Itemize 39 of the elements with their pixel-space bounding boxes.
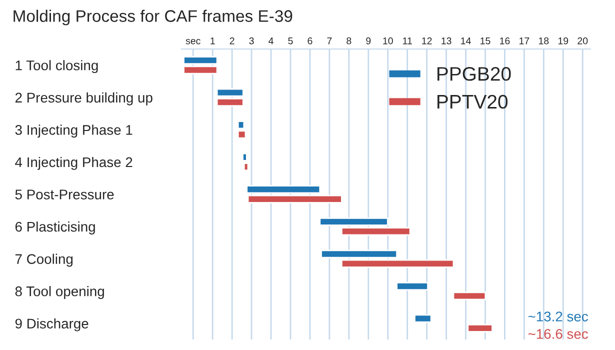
legend-label: PPGB20	[437, 67, 511, 81]
y-tick-label: 9 Discharge	[15, 318, 88, 332]
x-tick-label: 18	[538, 37, 549, 44]
x-tick-label: 9	[366, 37, 371, 44]
x-tick-label: 11	[403, 38, 412, 44]
x-tick-label: 16	[500, 37, 510, 44]
bar	[452, 292, 486, 300]
x-tick-label: 19	[558, 37, 568, 44]
x-tick-label: 5	[288, 38, 293, 44]
bar	[467, 324, 493, 332]
chart-title: Molding Process for CAF frames E-39	[14, 10, 292, 26]
x-tick-label: 3	[249, 37, 254, 44]
x-tick-label: 12	[422, 37, 432, 44]
y-tick-label: 2 Pressure building up	[15, 92, 152, 106]
bar	[396, 282, 428, 290]
bar	[414, 314, 432, 323]
y-tick-label: 4 Injecting Phase 2	[15, 156, 132, 170]
x-tick-label: 10	[383, 37, 393, 44]
legend-label: PPTV20	[437, 94, 508, 109]
x-tick-label: 14	[461, 38, 471, 44]
x-tick-label: 4	[268, 38, 274, 44]
y-tick-label: 7 Cooling	[15, 254, 73, 267]
x-tick-label: 1	[210, 38, 215, 44]
x-tick-label: 8	[346, 37, 352, 44]
x-tick-label: 17	[520, 38, 530, 44]
x-tick-label: 7	[327, 38, 332, 44]
x-tick-label: 20	[578, 37, 588, 44]
y-tick-label: 3 Injecting Phase 1	[15, 124, 132, 138]
y-tick-label: 6 Plasticising	[15, 221, 95, 234]
annotation: ~16.6 sec	[528, 329, 588, 339]
y-tick-label: 1 Tool closing	[16, 60, 98, 74]
x-tick-label: 15	[480, 38, 490, 44]
annotation: ~13.2 sec	[528, 312, 588, 322]
x-tick-label: 13	[442, 37, 452, 44]
x-tick-label: 6	[308, 37, 312, 44]
y-tick-label: 8 Tool opening	[15, 286, 104, 299]
y-tick-label: 5 Post-Pressure	[15, 190, 114, 200]
x-tick-label: 2	[230, 37, 234, 44]
x-tick-label: sec	[186, 38, 200, 44]
